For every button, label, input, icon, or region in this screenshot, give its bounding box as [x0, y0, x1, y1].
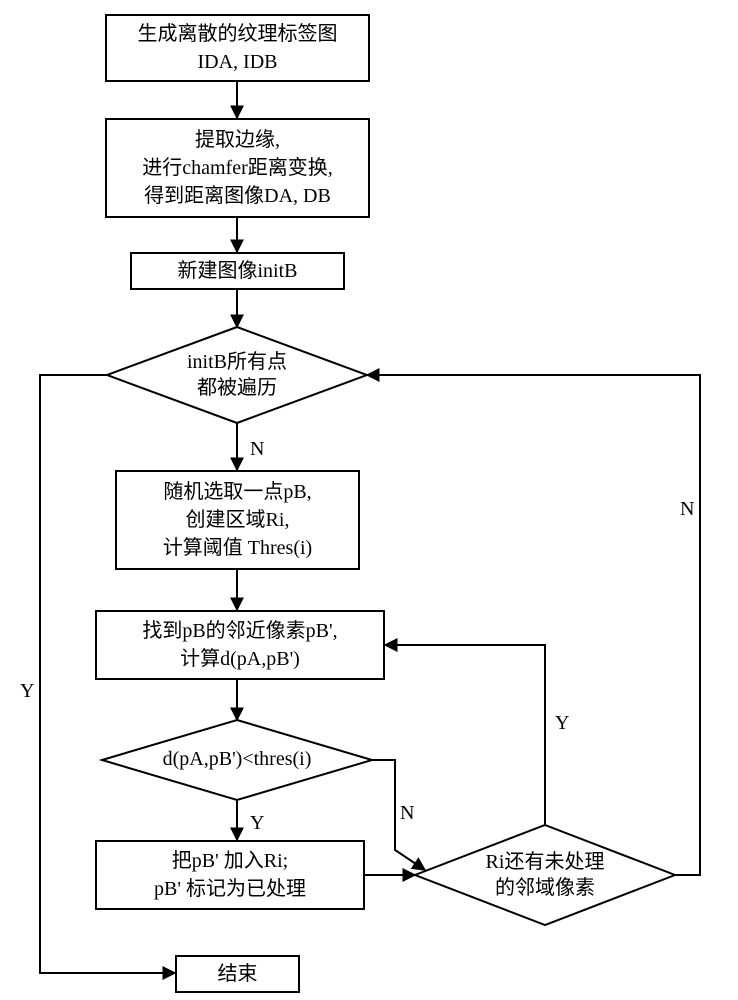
edge-label: Y: [555, 712, 569, 735]
node-create-initb: 新建图像initB: [130, 252, 345, 290]
node-line: 计算d(pA,pB'): [180, 645, 300, 673]
node-line: 得到距离图像DA, DB: [144, 182, 331, 210]
node-extract-edges: 提取边缘, 进行chamfer距离变换, 得到距离图像DA, DB: [105, 118, 370, 218]
node-line: 进行chamfer距离变换,: [142, 154, 333, 182]
node-line: 生成离散的纹理标签图: [138, 20, 338, 48]
node-line: pB' 标记为已处理: [154, 875, 306, 903]
edge-label: N: [680, 498, 694, 521]
node-line: 随机选取一点pB,: [163, 478, 311, 506]
node-add-to-ri: 把pB' 加入Ri; pB' 标记为已处理: [95, 840, 365, 910]
node-generate-labels: 生成离散的纹理标签图 IDA, IDB: [105, 14, 370, 82]
node-end: 结束: [175, 955, 300, 993]
node-line: 创建区域Ri,: [186, 506, 290, 534]
node-line: initB所有点: [187, 351, 287, 373]
edge-label: Y: [20, 680, 34, 703]
node-line: 结束: [218, 960, 258, 988]
node-line: 找到pB的邻近像素pB',: [142, 617, 337, 645]
node-find-neighbor: 找到pB的邻近像素pB', 计算d(pA,pB'): [95, 610, 385, 680]
node-line: 把pB' 加入Ri;: [172, 847, 288, 875]
node-line: 都被遍历: [197, 377, 277, 399]
edge-label: Y: [250, 812, 264, 835]
edge-label: N: [250, 438, 264, 461]
node-line: 的邻域像素: [495, 877, 595, 899]
node-line: 提取边缘,: [195, 126, 280, 154]
node-line: 新建图像initB: [177, 257, 297, 285]
node-random-point: 随机选取一点pB, 创建区域Ri, 计算阈值 Thres(i): [115, 470, 360, 570]
node-line: d(pA,pB')<thres(i): [163, 748, 312, 770]
node-line: IDA, IDB: [198, 48, 278, 76]
node-line: 计算阈值 Thres(i): [163, 534, 312, 562]
edge-label: N: [400, 802, 414, 825]
node-line: Ri还有未处理: [486, 851, 605, 873]
